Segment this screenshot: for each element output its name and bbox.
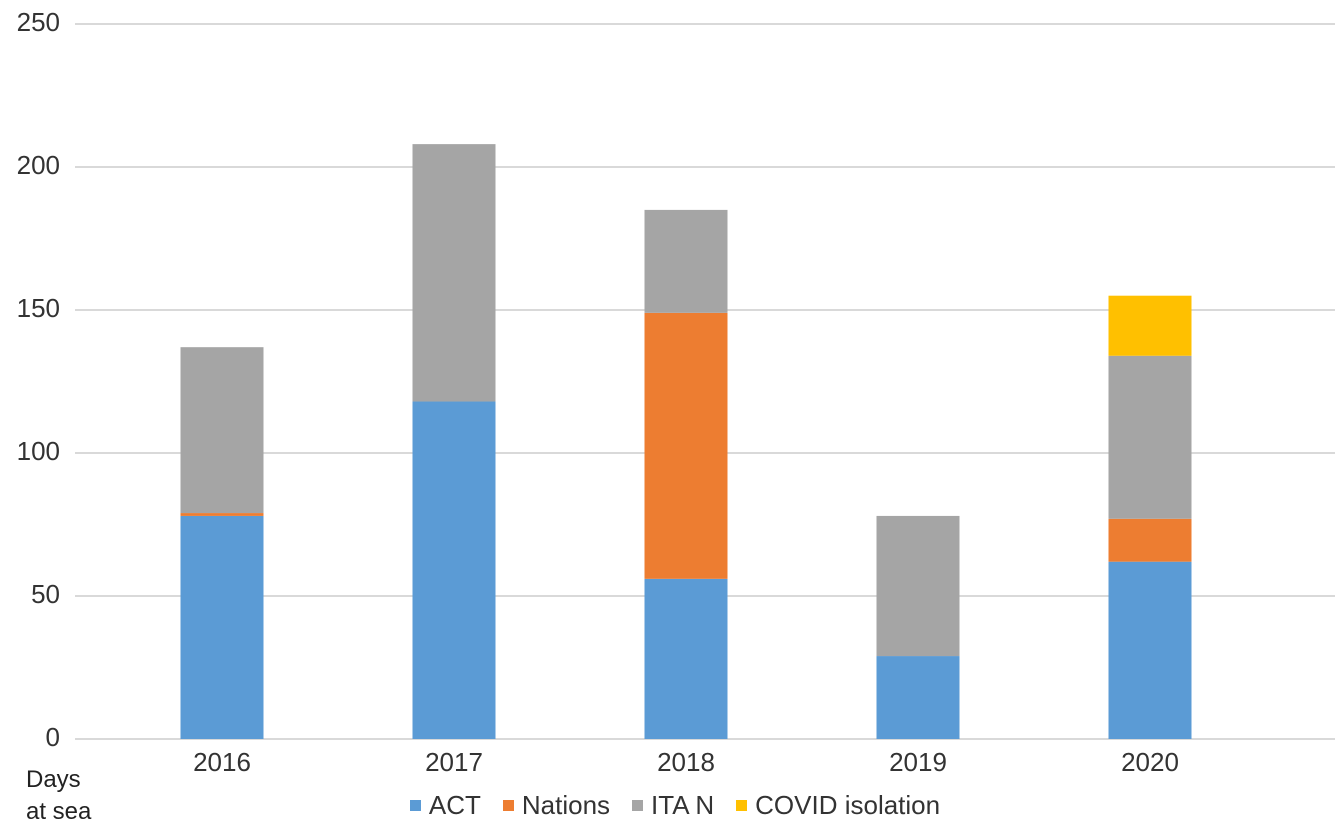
x-tick-label: 2018 (657, 747, 715, 777)
y-axis-label: Days at sea (26, 766, 92, 825)
bar-segment (876, 656, 960, 739)
y-tick-label: 250 (17, 7, 60, 37)
legend-swatch (502, 800, 514, 811)
bar-segment (644, 578, 728, 739)
y-tick-label: 200 (17, 150, 60, 180)
legend-swatch (736, 800, 748, 811)
bar-segment (180, 515, 264, 739)
legend-item: Nations (502, 790, 611, 821)
bar-segment (180, 513, 264, 516)
legend-label: Nations (521, 790, 611, 820)
bar-segment (1108, 518, 1192, 562)
bar-segment (412, 144, 496, 402)
legend-label: COVID isolation (755, 790, 941, 820)
x-tick-label: 2017 (425, 747, 483, 777)
bar-segment (412, 401, 496, 739)
legend: ACT Nations ITA N COVID isolation (0, 790, 1343, 821)
bar-segment (876, 515, 960, 657)
y-tick-label: 150 (17, 293, 60, 323)
x-tick-label: 2019 (889, 747, 947, 777)
bar-segment (1108, 295, 1192, 356)
legend-item: ACT (409, 790, 481, 821)
bar-segment (644, 209, 728, 313)
legend-item: COVID isolation (736, 790, 940, 821)
y-tick-label: 50 (31, 579, 60, 609)
legend-swatch (632, 800, 644, 811)
legend-item: ITA N (632, 790, 714, 821)
bar-segment (1108, 355, 1192, 519)
legend-label: ITA N (651, 790, 715, 820)
legend-swatch (409, 800, 421, 811)
bar-segment (1108, 561, 1192, 739)
bar-segment (180, 347, 264, 514)
bar-segment (644, 312, 728, 579)
legend-label: ACT (428, 790, 481, 820)
y-tick-label: 0 (46, 722, 60, 752)
y-tick-label: 100 (17, 436, 60, 466)
x-tick-label: 2020 (1121, 747, 1179, 777)
x-tick-label: 2016 (193, 747, 251, 777)
